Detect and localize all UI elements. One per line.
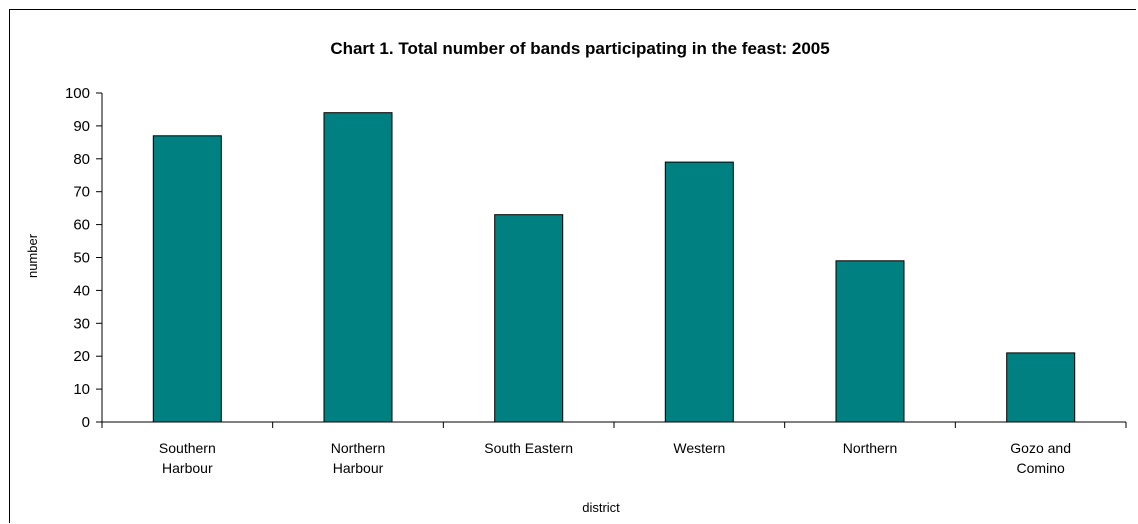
category-label: Northern [331, 440, 385, 456]
category-label: Western [673, 440, 725, 456]
category-label: Comino [1017, 460, 1065, 476]
bar [1006, 352, 1076, 423]
plot-area: 0 10 20 30 40 50 60 70 80 90 100 Southern Harbour Nor… [65, 85, 1127, 476]
bar [835, 260, 905, 423]
y-axis-title: number [25, 233, 40, 278]
bar [323, 112, 393, 423]
y-tick-label: 20 [73, 348, 90, 365]
category-label: Harbour [333, 460, 384, 476]
y-tick-label: 40 [73, 282, 90, 299]
y-tick-label: 50 [73, 250, 90, 267]
y-tick-label: 30 [73, 315, 90, 332]
y-tick-label: 10 [73, 381, 90, 398]
category-label: Northern [843, 440, 897, 456]
y-tick-label: 60 [73, 217, 90, 234]
category-label: Southern [159, 440, 216, 456]
y-tick-label: 0 [82, 414, 90, 431]
y-tick-label: 90 [73, 118, 90, 135]
category-label: Gozo and [1010, 440, 1071, 456]
bar [152, 135, 222, 423]
bar [494, 214, 564, 423]
bar [664, 161, 734, 423]
x-axis-title: district [582, 500, 620, 515]
y-tick-label: 80 [73, 151, 90, 168]
y-tick-label: 100 [65, 85, 90, 102]
y-tick-label: 70 [73, 184, 90, 201]
chart-title: Chart 1. Total number of bands participa… [330, 39, 829, 58]
category-label: South Eastern [484, 440, 573, 456]
category-label: Harbour [162, 460, 213, 476]
